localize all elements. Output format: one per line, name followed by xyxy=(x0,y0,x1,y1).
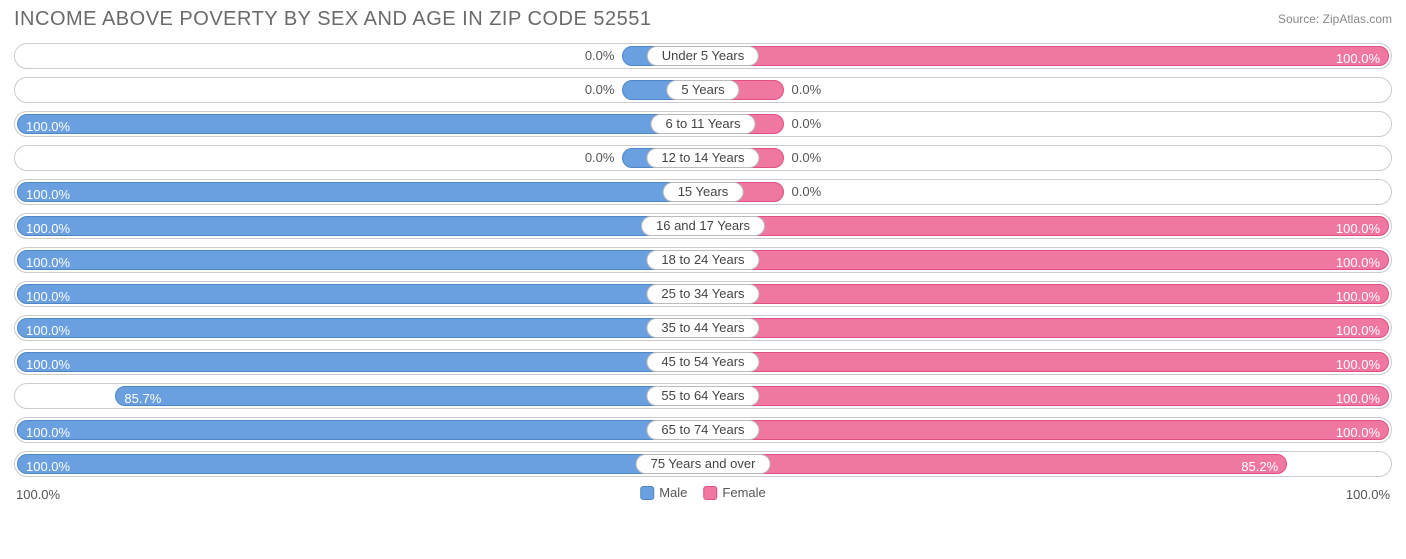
bar-row: 0.0% 0.0% 5 Years xyxy=(14,77,1392,103)
age-label: 6 to 11 Years xyxy=(651,114,756,134)
legend: Male Female xyxy=(640,485,766,500)
age-label: 55 to 64 Years xyxy=(646,386,759,406)
legend-swatch-male xyxy=(640,486,654,500)
male-value-label: 85.7% xyxy=(124,391,161,406)
female-bar: 100.0% xyxy=(705,420,1389,440)
female-value-label: 100.0% xyxy=(1336,51,1380,66)
male-value-label: 100.0% xyxy=(26,459,70,474)
age-label: 12 to 14 Years xyxy=(646,148,759,168)
age-label: 5 Years xyxy=(666,80,739,100)
female-bar: 85.2% xyxy=(705,454,1287,474)
age-label: 16 and 17 Years xyxy=(641,216,765,236)
male-value-label: 100.0% xyxy=(26,289,70,304)
age-label: Under 5 Years xyxy=(647,46,759,66)
female-value-label: 100.0% xyxy=(1336,221,1380,236)
bar-row: 100.0% 100.0% 65 to 74 Years xyxy=(14,417,1392,443)
female-bar: 100.0% xyxy=(705,318,1389,338)
male-value-label: 100.0% xyxy=(26,357,70,372)
chart-source: Source: ZipAtlas.com xyxy=(1278,8,1392,26)
bar-row: 100.0% 85.2% 75 Years and over xyxy=(14,451,1392,477)
bar-row: 100.0% 100.0% 18 to 24 Years xyxy=(14,247,1392,273)
male-value-label: 100.0% xyxy=(26,221,70,236)
male-bar: 100.0% xyxy=(17,318,701,338)
age-label: 35 to 44 Years xyxy=(646,318,759,338)
bar-row: 0.0% 0.0% 12 to 14 Years xyxy=(14,145,1392,171)
male-bar: 100.0% xyxy=(17,114,701,134)
male-bar: 100.0% xyxy=(17,250,701,270)
legend-label-male: Male xyxy=(659,485,687,500)
female-value-label: 100.0% xyxy=(1336,391,1380,406)
bar-row: 100.0% 100.0% 35 to 44 Years xyxy=(14,315,1392,341)
female-bar: 100.0% xyxy=(705,352,1389,372)
male-bar: 100.0% xyxy=(17,352,701,372)
male-bar: 100.0% xyxy=(17,216,701,236)
male-value-label: 100.0% xyxy=(26,323,70,338)
female-bar: 100.0% xyxy=(705,284,1389,304)
axis-row: 100.0% Male Female 100.0% xyxy=(14,485,1392,507)
bar-row: 100.0% 0.0% 6 to 11 Years xyxy=(14,111,1392,137)
chart-title: INCOME ABOVE POVERTY BY SEX AND AGE IN Z… xyxy=(14,8,651,31)
male-value-label: 100.0% xyxy=(26,119,70,134)
female-value-label: 100.0% xyxy=(1336,357,1380,372)
female-value-label: 100.0% xyxy=(1336,289,1380,304)
male-bar: 100.0% xyxy=(17,182,701,202)
legend-male: Male xyxy=(640,485,687,500)
female-bar: 100.0% xyxy=(705,216,1389,236)
age-label: 75 Years and over xyxy=(636,454,771,474)
male-value-label: 100.0% xyxy=(26,187,70,202)
female-value-label: 0.0% xyxy=(792,184,822,199)
female-bar: 100.0% xyxy=(705,46,1389,66)
male-bar: 85.7% xyxy=(115,386,701,406)
female-value-label: 100.0% xyxy=(1336,425,1380,440)
chart-area: 0.0% 100.0% Under 5 Years 0.0% 0.0% 5 Years 10… xyxy=(14,43,1392,477)
male-value-label: 100.0% xyxy=(26,425,70,440)
female-value-label: 0.0% xyxy=(792,150,822,165)
female-value-label: 0.0% xyxy=(792,116,822,131)
male-value-label: 0.0% xyxy=(585,48,615,63)
male-bar: 100.0% xyxy=(17,420,701,440)
female-value-label: 85.2% xyxy=(1241,459,1278,474)
female-value-label: 100.0% xyxy=(1336,255,1380,270)
age-label: 18 to 24 Years xyxy=(646,250,759,270)
bar-row: 0.0% 100.0% Under 5 Years xyxy=(14,43,1392,69)
legend-female: Female xyxy=(703,485,765,500)
bar-row: 100.0% 100.0% 45 to 54 Years xyxy=(14,349,1392,375)
male-bar: 100.0% xyxy=(17,284,701,304)
bar-row: 100.0% 100.0% 25 to 34 Years xyxy=(14,281,1392,307)
age-label: 45 to 54 Years xyxy=(646,352,759,372)
bar-row: 100.0% 0.0% 15 Years xyxy=(14,179,1392,205)
axis-label-right: 100.0% xyxy=(1346,487,1390,502)
female-bar: 100.0% xyxy=(705,250,1389,270)
male-value-label: 0.0% xyxy=(585,150,615,165)
legend-label-female: Female xyxy=(722,485,765,500)
bar-row: 85.7% 100.0% 55 to 64 Years xyxy=(14,383,1392,409)
age-label: 65 to 74 Years xyxy=(646,420,759,440)
axis-label-left: 100.0% xyxy=(16,487,60,502)
female-value-label: 100.0% xyxy=(1336,323,1380,338)
female-bar: 100.0% xyxy=(705,386,1389,406)
male-value-label: 0.0% xyxy=(585,82,615,97)
age-label: 15 Years xyxy=(663,182,744,202)
legend-swatch-female xyxy=(703,486,717,500)
male-value-label: 100.0% xyxy=(26,255,70,270)
age-label: 25 to 34 Years xyxy=(646,284,759,304)
male-bar: 100.0% xyxy=(17,454,701,474)
female-value-label: 0.0% xyxy=(792,82,822,97)
bar-row: 100.0% 100.0% 16 and 17 Years xyxy=(14,213,1392,239)
